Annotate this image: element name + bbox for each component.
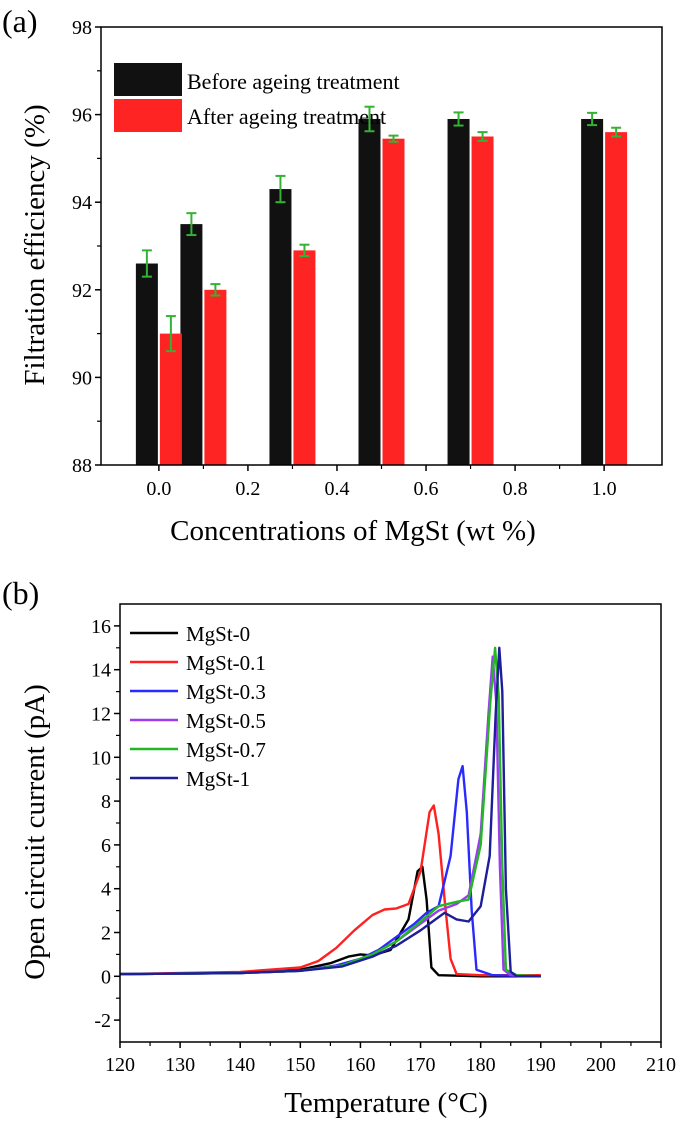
panel-a-label: (a)	[2, 3, 38, 39]
b-xtick-label: 120	[105, 1054, 135, 1076]
line-mgst-0-5	[119, 655, 541, 978]
legend-label-mgst-0-3: MgSt-0.3	[186, 680, 266, 704]
panel-a-xlabel: Concentrations of MgSt (wt %)	[170, 515, 536, 547]
a-ytick-label: 88	[72, 455, 92, 477]
panel-b-lines	[119, 646, 541, 978]
b-ytick-label: -2	[94, 1010, 111, 1032]
line-mgst-0-7	[119, 646, 541, 978]
b-ytick-label: 14	[91, 660, 111, 682]
a-xtick-label: 1.0	[592, 478, 617, 500]
a-ytick-label: 94	[72, 192, 92, 214]
b-xtick-label: 160	[345, 1054, 375, 1076]
a-ytick-label: 90	[72, 367, 92, 389]
bar-before	[135, 263, 158, 465]
bar-after	[159, 333, 182, 465]
a-ytick-label: 96	[72, 105, 92, 127]
bar-after	[293, 250, 316, 465]
b-xtick-label: 190	[526, 1054, 556, 1076]
b-xtick-label: 180	[466, 1054, 496, 1076]
b-ytick-label: 4	[101, 879, 111, 901]
b-ytick-label: 16	[91, 616, 111, 638]
panel-b-ylabel: Open circuit current (pA)	[19, 684, 51, 980]
panel-a-bars	[135, 118, 628, 465]
line-mgst-0-1	[119, 804, 541, 977]
bar-after	[204, 289, 227, 465]
line-mgst-0	[119, 865, 541, 978]
legend-swatch-before	[114, 63, 182, 96]
line-mgst-0-3	[119, 764, 541, 978]
legend-swatch-after	[114, 99, 182, 132]
a-xtick-label: 0.6	[414, 478, 439, 500]
panel-b-plot-frame	[119, 603, 662, 1043]
b-xtick-label: 140	[225, 1054, 255, 1076]
b-xtick-label: 170	[406, 1054, 436, 1076]
panel-a-ticks: 0.0 0.2 0.4 0.6 0.8 1.0 88 90 92 94 96 98	[72, 17, 617, 500]
panel-b-xlabel: Temperature (°C)	[284, 1087, 488, 1119]
a-ytick-label: 98	[72, 17, 92, 39]
panel-a-plot-frame	[100, 26, 663, 466]
bar-before	[358, 118, 381, 465]
legend-label-mgst-1: MgSt-1	[186, 767, 250, 791]
panel-a: (a) Filtration efficiency (%) Concentrat…	[2, 3, 663, 547]
line-mgst-1	[119, 646, 541, 978]
panel-b-label: (b)	[2, 575, 39, 611]
b-xtick-label: 210	[646, 1054, 676, 1076]
bar-after	[471, 136, 494, 465]
a-xtick-label: 0.2	[235, 478, 260, 500]
bar-before	[269, 189, 292, 465]
b-ytick-label: 6	[101, 835, 111, 857]
panel-b-ticks: 120 130 140 150 160 170 180 190 200 210 -2 0 2 4 6 8 10 1…	[91, 616, 676, 1076]
a-xtick-label: 0.4	[324, 478, 349, 500]
panel-b: (b) Open circuit current (pA) Temperatur…	[2, 575, 676, 1119]
bar-before	[581, 118, 604, 465]
panel-b-legend: MgSt-0 MgSt-0.1 MgSt-0.3 MgSt-0.5 MgSt-0.7 Mg…	[130, 622, 266, 791]
panel-a-errorbars	[141, 105, 622, 353]
panel-a-legend: Before ageing treatment After ageing tre…	[114, 63, 400, 132]
legend-label-mgst-0-1: MgSt-0.1	[186, 651, 266, 675]
b-ytick-label: 10	[91, 747, 111, 769]
a-xtick-label: 0.8	[503, 478, 528, 500]
b-xtick-label: 130	[165, 1054, 195, 1076]
bar-before	[447, 118, 470, 465]
legend-label-mgst-0: MgSt-0	[186, 622, 250, 646]
legend-label-before: Before ageing treatment	[187, 69, 400, 94]
legend-label-mgst-0-7: MgSt-0.7	[186, 738, 266, 762]
b-ytick-label: 12	[91, 704, 111, 726]
b-xtick-label: 200	[586, 1054, 616, 1076]
a-xtick-label: 0.0	[146, 478, 171, 500]
b-xtick-label: 150	[285, 1054, 315, 1076]
legend-label-after: After ageing treatment	[187, 104, 386, 129]
legend-label-mgst-0-5: MgSt-0.5	[186, 709, 266, 733]
b-ytick-label: 2	[101, 923, 111, 945]
b-ytick-label: 0	[101, 966, 111, 988]
panel-a-ylabel: Filtration efficiency (%)	[19, 104, 51, 385]
bar-after	[605, 132, 628, 465]
bar-after	[382, 138, 405, 465]
bar-before	[180, 224, 203, 465]
a-ytick-label: 92	[72, 280, 92, 302]
b-ytick-label: 8	[101, 791, 111, 813]
